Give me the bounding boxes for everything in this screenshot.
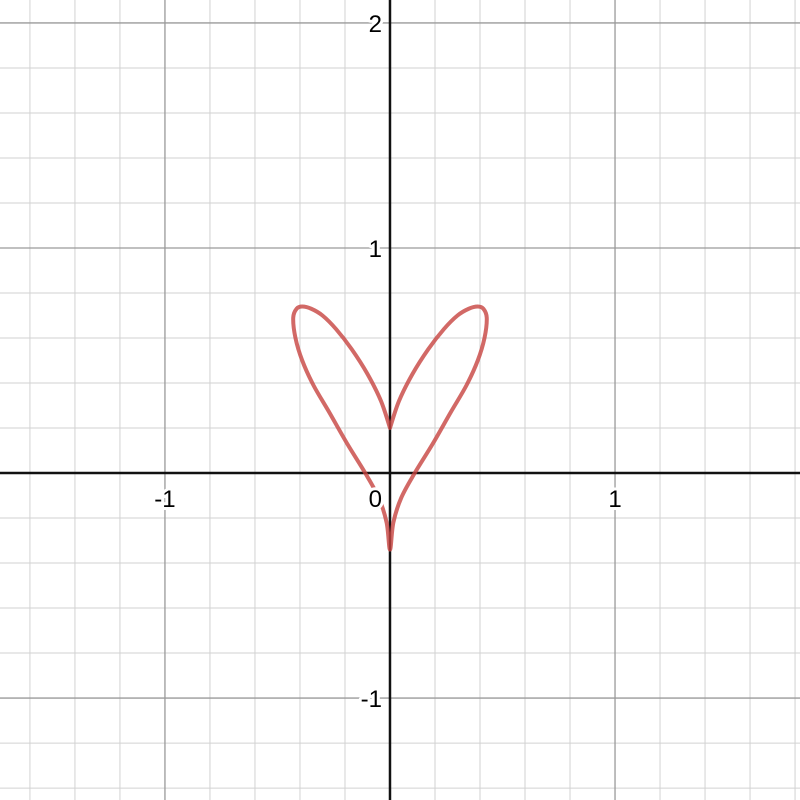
heart-curve-series-0[interactable]	[291, 304, 489, 552]
y-tick-label: -1	[361, 686, 382, 713]
x-tick-label: 0	[369, 486, 382, 513]
y-tick-label: 2	[369, 11, 382, 38]
x-tick-label: 1	[608, 486, 621, 513]
tick-labels: -1 0 1 -1 1 2	[151, 8, 624, 716]
y-tick-label: 1	[369, 236, 382, 263]
x-tick-label: -1	[154, 486, 175, 513]
curve-layer	[291, 304, 489, 552]
